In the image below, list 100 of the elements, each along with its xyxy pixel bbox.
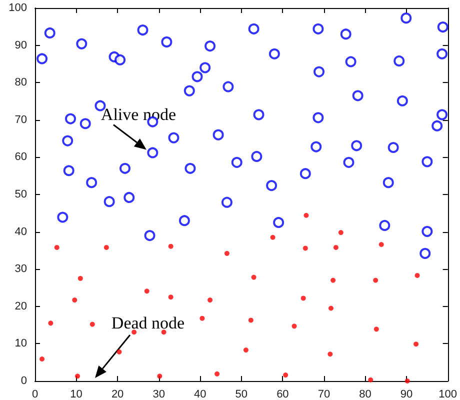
point bbox=[65, 113, 76, 124]
y-tick-label: 90 bbox=[14, 39, 27, 52]
point bbox=[422, 156, 433, 168]
x-tick-label: 40 bbox=[194, 388, 206, 400]
point bbox=[168, 132, 180, 144]
point bbox=[104, 244, 109, 250]
point bbox=[414, 342, 419, 347]
point bbox=[302, 246, 308, 251]
point bbox=[75, 374, 80, 379]
point bbox=[168, 244, 174, 249]
point bbox=[36, 53, 48, 64]
point bbox=[268, 48, 280, 60]
point bbox=[80, 118, 91, 130]
point bbox=[161, 36, 172, 48]
point bbox=[208, 298, 213, 303]
point bbox=[222, 81, 234, 92]
point bbox=[382, 177, 394, 188]
point bbox=[62, 135, 74, 146]
y-tick-label: 50 bbox=[14, 188, 27, 200]
point bbox=[248, 23, 260, 34]
point bbox=[352, 90, 364, 102]
point bbox=[330, 278, 336, 283]
annotation: Dead node bbox=[111, 314, 185, 332]
point bbox=[231, 156, 242, 168]
point bbox=[200, 316, 205, 321]
point bbox=[300, 168, 311, 180]
point bbox=[144, 288, 150, 294]
point bbox=[40, 356, 45, 362]
x-tick-label: 20 bbox=[111, 388, 124, 400]
point bbox=[310, 141, 322, 152]
point bbox=[312, 112, 324, 124]
point bbox=[437, 22, 448, 33]
x-tick-label: 100 bbox=[438, 388, 458, 400]
point bbox=[266, 180, 278, 192]
point bbox=[212, 129, 224, 140]
y-tick-label: 80 bbox=[14, 76, 27, 89]
point bbox=[248, 318, 254, 323]
point bbox=[436, 109, 448, 120]
point bbox=[253, 109, 264, 120]
point bbox=[104, 196, 115, 208]
point bbox=[378, 242, 384, 247]
point bbox=[273, 216, 284, 228]
point bbox=[48, 320, 54, 326]
point bbox=[388, 142, 399, 153]
point bbox=[340, 28, 352, 40]
point bbox=[90, 322, 95, 327]
point bbox=[86, 177, 98, 188]
point bbox=[224, 250, 230, 256]
point bbox=[116, 349, 122, 354]
y-tick-label: 100 bbox=[8, 2, 27, 14]
point bbox=[328, 306, 334, 311]
y-tick-label: 20 bbox=[14, 300, 27, 312]
y-tick-label: 40 bbox=[14, 226, 27, 238]
point bbox=[72, 298, 78, 303]
point bbox=[132, 330, 137, 335]
x-tick-label: 30 bbox=[152, 388, 165, 400]
point bbox=[44, 27, 56, 38]
point bbox=[345, 56, 356, 68]
point bbox=[292, 324, 297, 329]
point bbox=[147, 147, 158, 158]
x-tick-label: 80 bbox=[359, 388, 372, 400]
point bbox=[251, 274, 256, 280]
point bbox=[214, 371, 220, 376]
point bbox=[414, 272, 420, 278]
point bbox=[374, 326, 379, 332]
point bbox=[184, 85, 195, 96]
point bbox=[144, 230, 156, 242]
x-tick-label: 60 bbox=[276, 388, 289, 400]
point bbox=[333, 244, 338, 250]
point bbox=[368, 377, 374, 382]
x-tick-label: 0 bbox=[32, 388, 38, 400]
point bbox=[400, 12, 412, 24]
point bbox=[114, 54, 126, 66]
point bbox=[338, 230, 344, 236]
point bbox=[270, 234, 276, 240]
point bbox=[251, 150, 262, 162]
annotation: Alive node bbox=[100, 105, 176, 124]
point bbox=[422, 226, 433, 237]
point bbox=[404, 378, 410, 384]
point bbox=[373, 278, 378, 283]
x-tick-label: 10 bbox=[70, 388, 82, 400]
point bbox=[283, 372, 288, 378]
point bbox=[124, 192, 135, 203]
point bbox=[204, 40, 216, 52]
point bbox=[200, 62, 211, 74]
point bbox=[57, 212, 68, 223]
point bbox=[221, 196, 232, 208]
point bbox=[300, 296, 306, 301]
point bbox=[120, 162, 130, 174]
point bbox=[184, 162, 196, 174]
point bbox=[432, 120, 443, 132]
x-tick-label: 90 bbox=[400, 388, 413, 400]
point bbox=[137, 24, 148, 36]
y-tick-label: 30 bbox=[14, 263, 27, 276]
point bbox=[314, 66, 325, 78]
point bbox=[343, 156, 354, 168]
x-tick-label: 50 bbox=[235, 388, 248, 400]
point bbox=[351, 140, 362, 152]
y-tick-label: 60 bbox=[14, 151, 27, 164]
y-tick-label: 10 bbox=[14, 338, 27, 350]
